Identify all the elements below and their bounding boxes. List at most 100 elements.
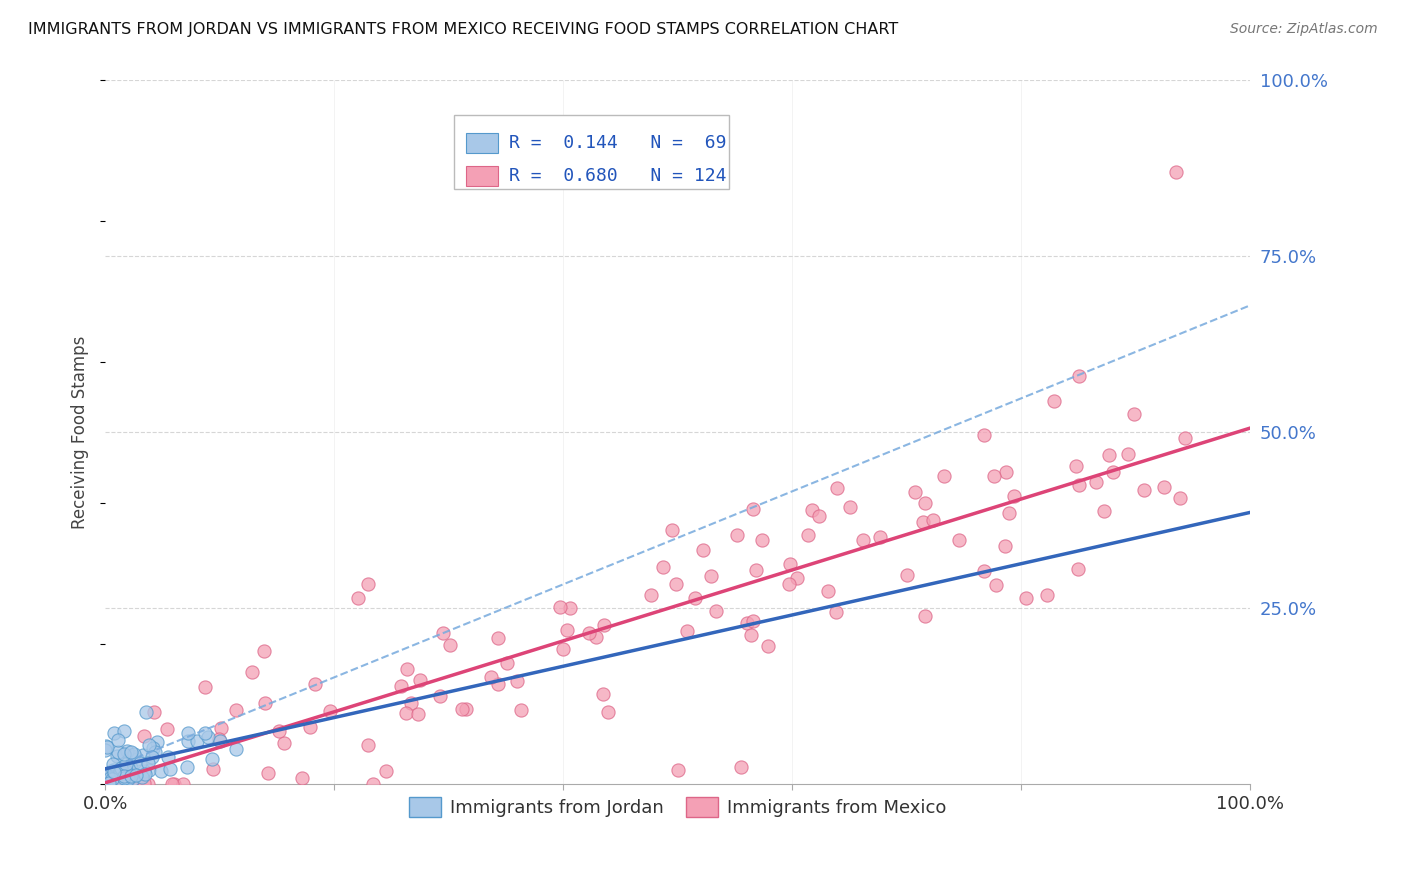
Point xyxy=(197,730,219,744)
Point xyxy=(159,762,181,776)
Point xyxy=(548,600,571,615)
Point xyxy=(692,542,714,557)
Point xyxy=(150,764,173,778)
Point xyxy=(1092,504,1115,518)
Point xyxy=(118,766,141,780)
Point xyxy=(984,578,1007,592)
Point xyxy=(269,724,291,739)
Point xyxy=(593,618,616,632)
Point xyxy=(496,656,519,670)
Point xyxy=(94,739,117,753)
Point xyxy=(395,706,418,720)
Point xyxy=(1133,483,1156,498)
Point xyxy=(121,772,143,786)
Point xyxy=(110,766,132,780)
Point xyxy=(786,571,808,585)
Point xyxy=(983,468,1005,483)
Point xyxy=(127,777,149,791)
Point xyxy=(138,739,160,753)
Point xyxy=(640,588,662,602)
Point xyxy=(97,776,120,790)
Point xyxy=(911,515,934,529)
Text: Source: ZipAtlas.com: Source: ZipAtlas.com xyxy=(1230,22,1378,37)
Point xyxy=(685,591,707,606)
Point xyxy=(869,530,891,544)
FancyBboxPatch shape xyxy=(465,134,498,153)
Point xyxy=(194,680,217,694)
Point xyxy=(117,772,139,786)
Point xyxy=(997,506,1019,520)
Point xyxy=(479,670,502,684)
Point xyxy=(454,702,477,716)
Point xyxy=(578,625,600,640)
Point xyxy=(730,760,752,774)
Point xyxy=(700,569,723,583)
Point xyxy=(904,485,927,500)
Point xyxy=(1084,475,1107,489)
Point xyxy=(136,756,159,771)
Point xyxy=(96,766,118,780)
FancyBboxPatch shape xyxy=(465,166,498,186)
Point xyxy=(136,777,159,791)
Point xyxy=(357,738,380,752)
Point xyxy=(745,564,768,578)
Point xyxy=(225,703,247,717)
Point xyxy=(406,706,429,721)
Point xyxy=(145,745,167,759)
FancyBboxPatch shape xyxy=(454,115,730,189)
Point xyxy=(779,558,801,572)
Point xyxy=(665,577,688,591)
Point xyxy=(118,761,141,775)
Point xyxy=(134,767,156,781)
Point xyxy=(808,509,831,524)
Point xyxy=(194,726,217,740)
Point xyxy=(839,500,862,514)
Point xyxy=(105,775,128,789)
Point xyxy=(994,465,1017,479)
Point xyxy=(110,761,132,775)
Point xyxy=(592,687,614,701)
Point xyxy=(934,469,956,483)
Point xyxy=(273,736,295,750)
Point xyxy=(488,631,510,645)
Point xyxy=(103,726,125,740)
Point xyxy=(510,703,533,717)
Point xyxy=(666,764,689,778)
Point xyxy=(101,757,124,772)
Point xyxy=(389,679,412,693)
Point xyxy=(111,764,134,779)
Point xyxy=(395,662,418,676)
Point xyxy=(107,745,129,759)
Point xyxy=(704,604,727,618)
Point xyxy=(162,777,184,791)
Point xyxy=(553,642,575,657)
Point xyxy=(429,690,451,704)
Point xyxy=(208,731,231,746)
Point xyxy=(973,564,995,578)
Point xyxy=(225,742,247,756)
Point xyxy=(112,769,135,783)
Point xyxy=(1015,591,1038,605)
Point xyxy=(973,427,995,442)
Point xyxy=(176,725,198,739)
Point xyxy=(172,777,194,791)
Point xyxy=(142,740,165,755)
Point xyxy=(756,639,779,653)
Point xyxy=(105,749,128,764)
Point xyxy=(361,776,384,790)
Point xyxy=(596,705,619,719)
Point xyxy=(914,495,936,509)
Point xyxy=(163,777,186,791)
Text: R =  0.680   N = 124: R = 0.680 N = 124 xyxy=(509,167,727,185)
Point xyxy=(101,772,124,786)
Point xyxy=(156,749,179,764)
Point xyxy=(112,723,135,738)
Point xyxy=(896,568,918,582)
Point xyxy=(146,735,169,749)
Point xyxy=(120,761,142,775)
Point xyxy=(740,628,762,642)
Point xyxy=(97,774,120,789)
Point xyxy=(1116,448,1139,462)
Point xyxy=(1097,449,1119,463)
Point xyxy=(1066,562,1088,576)
